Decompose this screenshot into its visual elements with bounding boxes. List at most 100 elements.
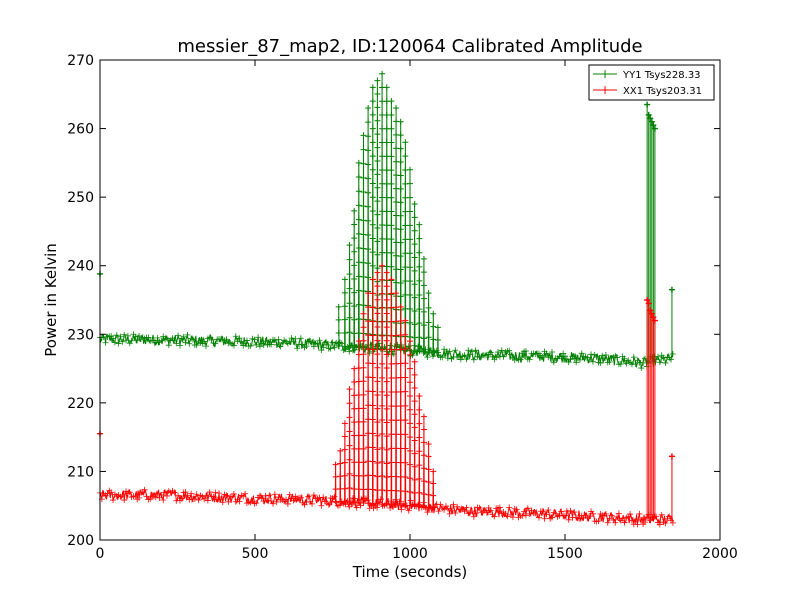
data-point: [398, 341, 405, 348]
data-point: [430, 468, 437, 475]
data-point: [662, 359, 669, 366]
data-point: [397, 118, 404, 125]
data-point: [416, 292, 423, 299]
data-point: [407, 434, 413, 441]
data-point: [115, 340, 122, 347]
data-point: [648, 118, 655, 125]
data-point: [388, 98, 395, 105]
data-point: [469, 348, 475, 355]
data-point: [355, 498, 362, 505]
data-point: [407, 447, 413, 454]
data-point: [182, 488, 189, 495]
data-point: [360, 231, 367, 238]
data-point: [355, 230, 362, 237]
data-point: [383, 392, 390, 399]
data-point: [182, 339, 189, 346]
data-point: [365, 133, 372, 140]
data-point: [201, 496, 208, 503]
data-point: [541, 515, 548, 522]
data-point: [369, 402, 376, 409]
data-point: [407, 338, 413, 345]
data-point: [355, 202, 362, 209]
data-point: [232, 333, 239, 340]
data-point: [176, 342, 183, 349]
data-point: [341, 420, 348, 427]
data-point: [323, 341, 330, 348]
data-point: [374, 224, 381, 231]
data-point: [411, 371, 418, 378]
data-point: [397, 303, 404, 310]
data-point: [335, 329, 342, 336]
data-point: [656, 521, 663, 528]
data-point: [364, 497, 371, 504]
data-point: [439, 354, 446, 361]
y-tick-label: 250: [67, 190, 94, 206]
data-point: [383, 84, 390, 91]
data-point: [388, 153, 395, 160]
data-point: [425, 290, 432, 297]
data-point: [374, 104, 381, 111]
data-point: [402, 360, 409, 367]
data-point: [374, 391, 381, 398]
data-point: [337, 460, 344, 467]
data-point: [369, 374, 376, 381]
data-point: [290, 497, 297, 504]
data-point: [543, 511, 550, 518]
legend: + YY1 Tsys228.33 + XX1 Tsys203.31: [588, 64, 715, 101]
data-point: [132, 333, 139, 340]
data-point: [434, 337, 441, 344]
data-point: [331, 344, 338, 351]
data-point: [255, 334, 262, 341]
data-point: [383, 474, 390, 481]
data-point: [341, 446, 348, 453]
data-point: [388, 222, 395, 229]
data-point: [379, 276, 386, 283]
data-point: [402, 431, 409, 438]
data-point: [369, 194, 376, 201]
data-point: [425, 304, 432, 311]
data-point: [236, 498, 243, 505]
data-point: [132, 492, 139, 499]
data-point: [283, 496, 289, 503]
x-tick-label: 500: [242, 546, 269, 562]
data-point: [402, 317, 409, 324]
data-point: [294, 345, 301, 352]
y-axis-label: Power in Kelvin: [42, 243, 60, 357]
data-point: [393, 290, 400, 297]
data-point: [411, 450, 418, 457]
data-point: [565, 516, 572, 523]
data-point: [335, 316, 342, 323]
data-point: [360, 378, 367, 385]
data-point: [369, 180, 376, 187]
data-point: [402, 488, 409, 495]
data-point: [360, 217, 367, 224]
data-point: [346, 470, 353, 477]
data-point: [368, 341, 375, 348]
data-point: [666, 513, 673, 520]
data-point: [360, 472, 367, 479]
data-point: [452, 347, 459, 354]
data-point: [420, 335, 427, 342]
data-point: [597, 360, 604, 367]
data-point: [444, 355, 451, 362]
data-point: [374, 269, 381, 276]
data-point: [567, 507, 574, 514]
data-point: [162, 489, 169, 496]
data-point: [602, 510, 609, 517]
data-point: [379, 262, 386, 269]
data-point: [346, 348, 353, 355]
data-point: [448, 508, 455, 515]
data-point: [236, 335, 243, 342]
data-point: [374, 90, 381, 97]
data-point: [369, 262, 376, 269]
data-point: [374, 473, 381, 480]
data-point: [424, 354, 431, 361]
data-point: [351, 316, 358, 323]
data-point: [184, 492, 191, 499]
data-point: [275, 336, 282, 343]
data-point: [351, 289, 358, 296]
data-point: [379, 290, 386, 297]
data-point: [309, 500, 316, 507]
data-point: [314, 340, 321, 347]
data-point: [320, 494, 327, 501]
